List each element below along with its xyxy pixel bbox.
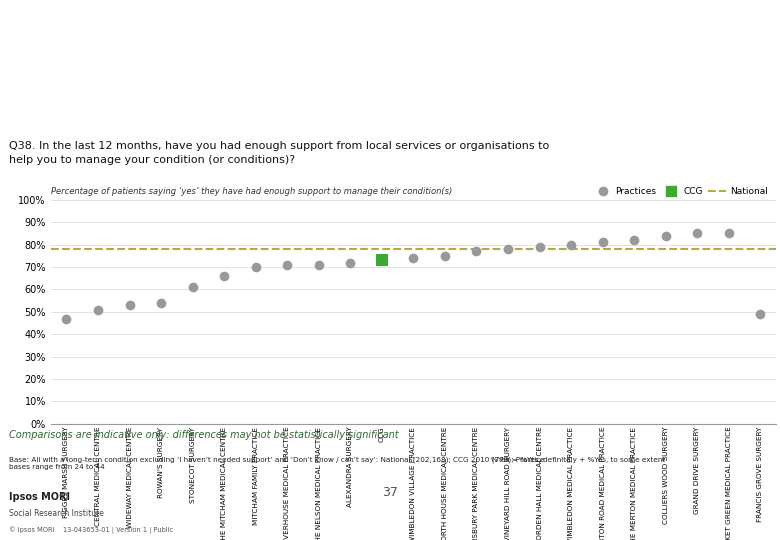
Text: 37: 37 bbox=[382, 486, 398, 500]
Text: Support with managing long-term health conditions:
how the CCG’s practices compa: Support with managing long-term health c… bbox=[9, 33, 589, 77]
Text: Social Research Institute: Social Research Institute bbox=[9, 509, 105, 518]
Text: %Yes = %Yes, definitely + %Yes, to some extent: %Yes = %Yes, definitely + %Yes, to some … bbox=[491, 457, 665, 463]
Text: Q38. In the last 12 months, have you had enough support from local services or o: Q38. In the last 12 months, have you had… bbox=[9, 140, 550, 165]
Legend: Practices, CCG, National: Practices, CCG, National bbox=[590, 184, 771, 200]
Text: Ipsos MORI: Ipsos MORI bbox=[9, 492, 70, 502]
Text: Base: All with a long-term condition excluding ‘I haven’t needed support’ and ‘D: Base: All with a long-term condition exc… bbox=[9, 457, 545, 470]
Text: Comparisons are indicative only: differences may not be statistically significan: Comparisons are indicative only: differe… bbox=[9, 430, 399, 440]
Text: Percentage of patients saying ‘yes’ they have had enough support to manage their: Percentage of patients saying ‘yes’ they… bbox=[51, 187, 452, 196]
Text: © Ipsos MORI    13-043653-01 | Version 1 | Public: © Ipsos MORI 13-043653-01 | Version 1 | … bbox=[9, 526, 173, 535]
